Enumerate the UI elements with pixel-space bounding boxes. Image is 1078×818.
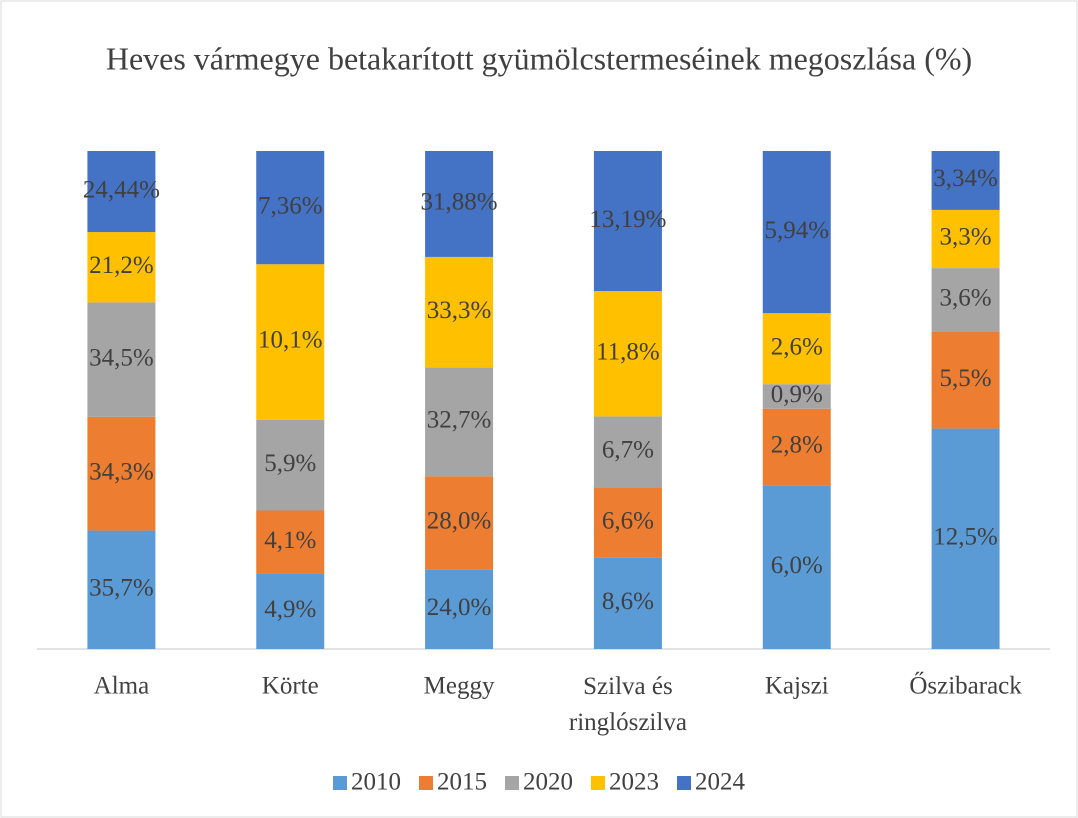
bar-segment: [762, 384, 831, 409]
legend-swatch: [677, 776, 691, 790]
x-tick-label: Körte: [262, 673, 319, 700]
bar-segment: [931, 268, 1000, 332]
data-label: 32,7%: [427, 407, 492, 434]
data-label: 2,6%: [771, 333, 823, 360]
x-tick-label: Szilva és ringlószilva: [569, 673, 687, 736]
data-label: 28,0%: [427, 507, 492, 534]
data-label: 12,5%: [933, 524, 998, 551]
legend-label: 2015: [437, 769, 487, 796]
legend-swatch: [419, 776, 433, 790]
legend-swatch: [333, 776, 347, 790]
bar-segment: [931, 209, 1000, 269]
x-tick-label: Meggy: [424, 673, 495, 700]
legend-label: 2024: [695, 769, 746, 796]
bar-segment: [593, 487, 662, 558]
data-label: 4,9%: [264, 596, 316, 623]
data-label: 3,6%: [940, 285, 992, 312]
data-label: 24,0%: [427, 594, 492, 621]
chart-title: Heves vármegye betakarított gyümölcsterm…: [106, 40, 972, 76]
legend-label: 2010: [351, 769, 401, 796]
bar-segment: [931, 331, 1000, 429]
bar-segment: [256, 264, 325, 420]
bar-segment: [87, 151, 156, 233]
bar-segment: [762, 408, 831, 486]
bar-segment: [931, 428, 1000, 649]
bar-segment: [87, 232, 156, 303]
data-label: 2,8%: [771, 432, 823, 459]
bar-segment: [256, 573, 325, 649]
data-label: 3,3%: [940, 224, 992, 251]
data-label: 5,94%: [764, 217, 829, 244]
legend-label: 2023: [609, 769, 659, 796]
bar-segment: [593, 416, 662, 488]
data-label: 31,88%: [421, 189, 498, 216]
data-label: 34,5%: [89, 344, 154, 371]
data-label: 33,3%: [427, 297, 492, 324]
data-label: 10,1%: [258, 327, 323, 354]
bar-segment: [256, 510, 325, 574]
bar-segment: [425, 151, 494, 257]
legend-label: 2020: [523, 769, 573, 796]
bar-segment: [256, 419, 325, 511]
data-label: 6,7%: [602, 437, 654, 464]
data-label: 6,0%: [771, 552, 823, 579]
legend-swatch: [505, 776, 519, 790]
bar-segment: [931, 151, 1000, 210]
data-label: 6,6%: [602, 507, 654, 534]
bar-segment: [425, 367, 494, 477]
data-label: 7,36%: [258, 192, 323, 219]
data-label: 13,19%: [589, 206, 666, 233]
bar-segment: [425, 569, 494, 649]
legend-swatch: [591, 776, 605, 790]
bar-segment: [425, 476, 494, 570]
data-label: 3,34%: [933, 165, 998, 192]
bar-segment: [87, 530, 156, 649]
data-label: 11,8%: [596, 338, 660, 365]
bar-segment: [593, 291, 662, 417]
data-label: 5,9%: [264, 450, 316, 477]
x-tick-label: Őszibarack: [909, 672, 1022, 700]
bar-segment: [425, 256, 494, 368]
data-label: 0,9%: [771, 381, 823, 408]
data-label: 21,2%: [89, 252, 154, 279]
data-label: 34,3%: [89, 458, 154, 485]
bar-segment: [256, 151, 325, 265]
x-tick-label: Kajszi: [765, 673, 829, 700]
data-label: 8,6%: [602, 588, 654, 615]
bar-segment: [593, 557, 662, 649]
data-label: 35,7%: [89, 575, 154, 602]
bar-segment: [593, 151, 662, 292]
bar-segment: [87, 302, 156, 417]
bar-segment: [762, 485, 831, 649]
data-label: 5,5%: [940, 365, 992, 392]
bar-segment: [87, 416, 156, 531]
bar-segment: [762, 151, 831, 314]
bar-segment: [762, 313, 831, 385]
data-label: 4,1%: [264, 527, 316, 554]
data-label: 24,44%: [83, 176, 160, 203]
x-tick-label: Alma: [94, 673, 150, 700]
